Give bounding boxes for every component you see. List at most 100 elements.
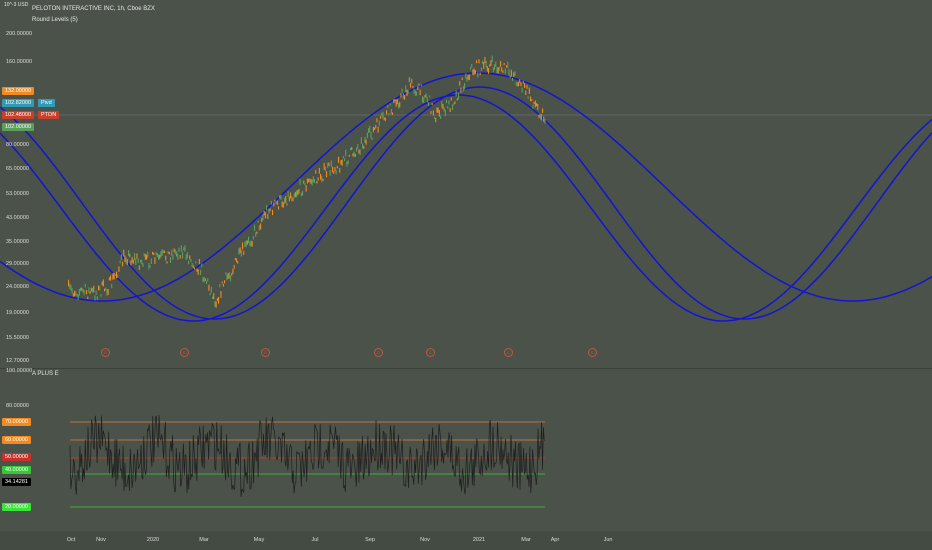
candle bbox=[339, 168, 341, 173]
candle bbox=[128, 250, 130, 256]
x-tick: Jul bbox=[311, 537, 319, 543]
candle bbox=[226, 274, 228, 281]
candle bbox=[256, 231, 258, 234]
candle bbox=[279, 195, 281, 199]
candle bbox=[405, 85, 407, 93]
oscillator-title[interactable]: A PLUS E bbox=[32, 371, 59, 377]
candle bbox=[336, 165, 338, 169]
candle bbox=[430, 111, 432, 114]
earnings-event-marker[interactable]: E bbox=[180, 348, 189, 357]
candle bbox=[106, 289, 108, 296]
candle bbox=[406, 89, 408, 96]
candle bbox=[96, 296, 98, 301]
candle bbox=[470, 66, 472, 70]
candle bbox=[327, 162, 329, 168]
candle bbox=[413, 88, 415, 94]
oscillator-line bbox=[69, 415, 545, 497]
candle bbox=[194, 267, 196, 270]
candle bbox=[399, 101, 401, 108]
candle bbox=[170, 257, 172, 263]
candle bbox=[156, 252, 158, 258]
candle bbox=[95, 290, 97, 296]
candle bbox=[71, 288, 73, 294]
earnings-event-marker[interactable]: E bbox=[588, 348, 597, 357]
candle bbox=[154, 257, 156, 264]
candle bbox=[304, 183, 306, 186]
candle bbox=[266, 205, 268, 211]
candle bbox=[449, 108, 451, 112]
candle bbox=[381, 112, 383, 117]
candle bbox=[78, 289, 80, 296]
earnings-event-marker[interactable]: E bbox=[426, 348, 435, 357]
candle bbox=[250, 240, 252, 247]
earnings-event-marker[interactable]: E bbox=[261, 348, 270, 357]
candle bbox=[213, 293, 215, 300]
candle bbox=[222, 283, 224, 287]
earnings-event-marker[interactable]: E bbox=[504, 348, 513, 357]
candle bbox=[149, 265, 151, 268]
candle bbox=[291, 195, 293, 202]
candle bbox=[540, 114, 542, 121]
candle bbox=[69, 283, 71, 289]
candle bbox=[221, 281, 223, 284]
osc-y-tick: 100.00000 bbox=[6, 368, 32, 374]
candle bbox=[108, 277, 110, 281]
candle bbox=[299, 178, 301, 186]
candle bbox=[350, 148, 352, 151]
candle bbox=[207, 278, 209, 282]
candle bbox=[485, 61, 487, 68]
candle bbox=[202, 277, 204, 282]
y-tick: 15.50000 bbox=[6, 335, 29, 341]
earnings-event-marker[interactable]: E bbox=[101, 348, 110, 357]
osc-level-tag: 40.00000 bbox=[2, 466, 31, 474]
candle bbox=[311, 179, 313, 186]
candle bbox=[296, 190, 298, 198]
candle bbox=[501, 67, 503, 72]
candle bbox=[140, 259, 142, 263]
candle bbox=[333, 171, 335, 174]
candle bbox=[285, 196, 287, 203]
candle bbox=[198, 259, 200, 265]
candle bbox=[346, 161, 348, 167]
candle bbox=[522, 80, 524, 84]
candle bbox=[375, 124, 377, 129]
candle bbox=[310, 179, 312, 184]
candle bbox=[450, 97, 452, 101]
candle bbox=[431, 103, 433, 106]
candle bbox=[483, 62, 485, 69]
candle bbox=[83, 289, 85, 296]
candle bbox=[473, 68, 475, 75]
candle bbox=[264, 212, 266, 219]
oscillator-panel[interactable] bbox=[0, 368, 932, 528]
price-chart-canvas[interactable] bbox=[0, 0, 932, 368]
candle bbox=[201, 263, 203, 268]
candle bbox=[461, 77, 463, 81]
candle bbox=[316, 180, 318, 184]
candle bbox=[542, 108, 544, 113]
indicator-title[interactable]: Round Levels (5) bbox=[32, 17, 78, 23]
candle bbox=[351, 146, 353, 150]
candle bbox=[411, 78, 413, 84]
earnings-event-marker[interactable]: E bbox=[374, 348, 383, 357]
time-axis[interactable] bbox=[0, 531, 932, 550]
symbol-title[interactable]: PELOTON INTERACTIVE INC, 1h, Cboe BZX bbox=[32, 6, 155, 12]
candle bbox=[502, 70, 504, 73]
candle bbox=[338, 156, 340, 163]
candle bbox=[160, 251, 162, 257]
candle bbox=[478, 59, 480, 64]
candle bbox=[386, 110, 388, 115]
candle bbox=[459, 81, 461, 86]
candle bbox=[422, 96, 424, 103]
candle bbox=[404, 95, 406, 100]
candle bbox=[89, 291, 91, 294]
price-tag-pton-name: PTON bbox=[38, 111, 60, 119]
candle bbox=[82, 288, 84, 293]
candle bbox=[196, 268, 198, 272]
candle bbox=[147, 251, 149, 258]
candle bbox=[233, 264, 235, 269]
candle bbox=[188, 260, 190, 265]
candle bbox=[376, 118, 378, 123]
candle bbox=[180, 245, 182, 252]
candle bbox=[509, 75, 511, 79]
